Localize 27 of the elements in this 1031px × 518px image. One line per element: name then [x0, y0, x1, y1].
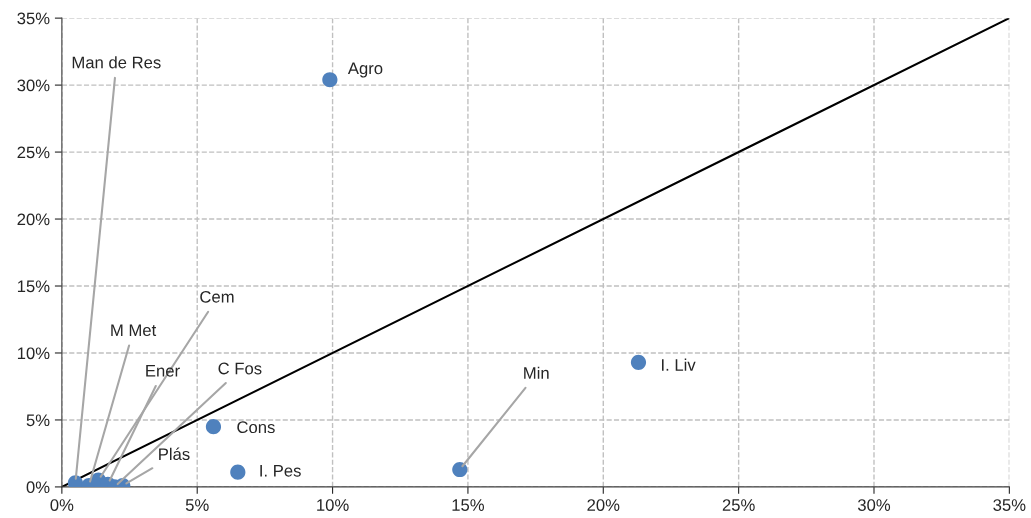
x-tick-label: 15% [452, 499, 485, 511]
annotation: I. Liv [662, 358, 696, 371]
y-tick-label: 15% [17, 280, 50, 293]
annotation: M Met [111, 324, 157, 337]
x-tick-label: 10% [317, 499, 349, 511]
y-tick-label: 5% [26, 414, 50, 427]
annotation: Min [524, 366, 549, 379]
y-tick-label: 0% [26, 481, 50, 494]
annotation: Cons [237, 421, 275, 434]
annotation: I. Pes [260, 465, 301, 477]
x-tick-label: 5% [185, 499, 209, 511]
x-tick-label: 20% [587, 499, 620, 511]
annotation: Agro [347, 62, 383, 78]
x-tick-label: 30% [857, 499, 891, 511]
annotation: Man de Res [72, 56, 161, 69]
y-tick-label: 10% [17, 347, 50, 360]
annotation: Ener [146, 365, 180, 377]
y-tick-label: 35% [17, 12, 50, 25]
y-tick-label: 20% [17, 213, 50, 226]
x-tick-label: 0% [50, 499, 74, 511]
annotation: Plás [159, 447, 190, 461]
annotation: Cem [200, 290, 234, 303]
x-tick-label: 25% [722, 499, 755, 511]
annotation: C Fos [218, 362, 262, 375]
y-tick-label: 25% [17, 146, 50, 159]
x-tick-label: 35% [993, 499, 1026, 511]
y-tick-label: 30% [17, 79, 50, 92]
